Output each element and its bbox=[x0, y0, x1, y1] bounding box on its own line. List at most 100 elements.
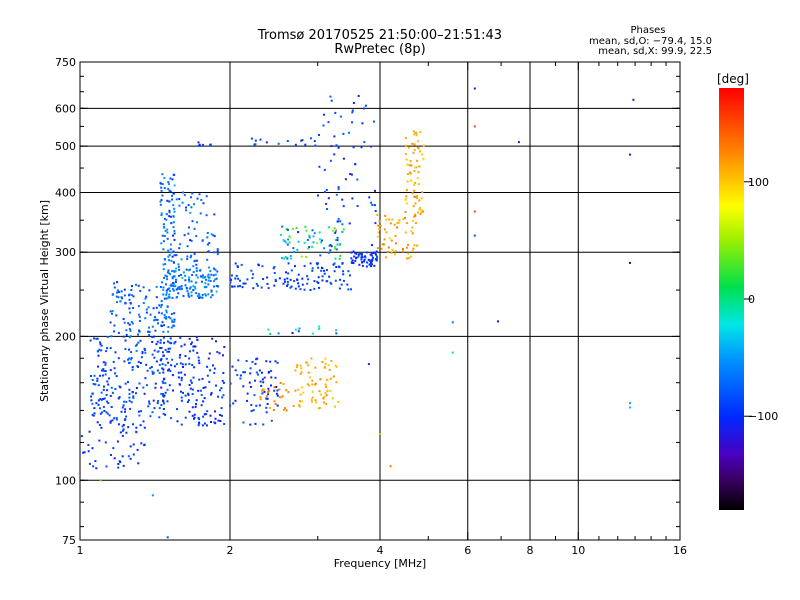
data-point bbox=[178, 204, 181, 207]
data-point bbox=[196, 351, 199, 354]
data-point bbox=[389, 465, 392, 468]
data-point bbox=[145, 363, 148, 366]
data-point bbox=[169, 337, 172, 340]
data-point bbox=[231, 365, 234, 368]
data-point bbox=[315, 262, 318, 265]
data-point bbox=[168, 215, 171, 218]
data-point bbox=[220, 387, 223, 390]
data-point bbox=[191, 220, 194, 223]
data-point bbox=[163, 324, 165, 327]
data-point bbox=[357, 255, 360, 258]
data-point bbox=[168, 200, 171, 203]
data-point bbox=[405, 158, 408, 161]
data-point bbox=[421, 153, 424, 156]
data-point bbox=[629, 406, 631, 409]
data-point bbox=[210, 392, 213, 395]
data-point bbox=[110, 406, 113, 408]
data-point bbox=[370, 254, 373, 257]
colorbar-label: [deg] bbox=[717, 72, 749, 86]
data-point bbox=[291, 332, 294, 334]
data-point bbox=[297, 330, 300, 333]
data-point bbox=[204, 386, 207, 389]
data-point bbox=[256, 284, 259, 287]
data-point bbox=[313, 280, 316, 283]
data-point bbox=[144, 317, 147, 320]
data-point bbox=[207, 283, 210, 286]
data-point bbox=[219, 414, 222, 416]
data-point bbox=[335, 239, 337, 242]
data-point bbox=[176, 420, 179, 423]
data-point bbox=[305, 255, 308, 258]
data-point bbox=[171, 320, 174, 323]
data-point bbox=[276, 361, 279, 364]
data-point bbox=[180, 371, 183, 374]
data-point bbox=[164, 391, 167, 394]
data-point bbox=[213, 235, 216, 238]
data-point bbox=[336, 220, 339, 223]
data-point bbox=[413, 244, 416, 247]
data-point bbox=[389, 222, 392, 225]
data-point bbox=[336, 239, 339, 242]
data-point bbox=[342, 270, 345, 273]
data-point bbox=[104, 373, 107, 376]
data-point bbox=[412, 143, 415, 146]
data-point bbox=[363, 141, 366, 144]
data-point bbox=[413, 149, 416, 151]
data-point bbox=[109, 310, 112, 313]
data-point bbox=[172, 281, 175, 284]
data-point bbox=[191, 414, 194, 417]
data-point bbox=[142, 286, 145, 289]
data-point bbox=[298, 404, 301, 407]
data-point bbox=[168, 368, 171, 371]
data-point bbox=[310, 400, 313, 403]
data-point bbox=[191, 192, 194, 195]
data-point bbox=[124, 418, 127, 421]
data-point bbox=[124, 348, 127, 351]
data-points bbox=[80, 87, 635, 539]
data-point bbox=[265, 411, 268, 414]
data-point bbox=[168, 211, 171, 214]
data-point bbox=[137, 410, 140, 413]
data-point bbox=[299, 393, 302, 396]
data-point bbox=[352, 146, 355, 149]
data-point bbox=[250, 137, 253, 140]
data-point bbox=[169, 347, 172, 350]
data-point bbox=[416, 177, 419, 180]
data-point bbox=[91, 392, 94, 395]
data-point bbox=[188, 268, 191, 271]
data-point bbox=[196, 197, 199, 200]
y-tick-label: 750 bbox=[55, 56, 76, 69]
data-point bbox=[180, 287, 183, 290]
data-point bbox=[143, 426, 146, 429]
data-point bbox=[129, 335, 132, 338]
data-point bbox=[317, 276, 320, 279]
data-point bbox=[246, 399, 248, 402]
data-point bbox=[192, 289, 195, 291]
data-point bbox=[197, 424, 200, 427]
data-point bbox=[282, 282, 285, 285]
data-point bbox=[328, 226, 331, 229]
data-point bbox=[146, 384, 148, 387]
x-tick-label: 16 bbox=[673, 544, 687, 557]
data-point bbox=[282, 408, 285, 411]
data-point bbox=[273, 386, 276, 389]
data-point bbox=[262, 381, 265, 384]
data-point bbox=[274, 278, 277, 281]
data-point bbox=[194, 405, 197, 408]
data-point bbox=[163, 217, 166, 220]
data-point bbox=[206, 374, 209, 377]
data-point bbox=[414, 166, 417, 169]
data-point bbox=[171, 194, 173, 197]
data-point bbox=[279, 382, 282, 384]
data-point bbox=[162, 226, 165, 229]
data-point bbox=[203, 397, 206, 400]
data-point bbox=[188, 295, 191, 298]
data-point bbox=[110, 386, 113, 389]
data-point bbox=[205, 278, 207, 281]
data-point bbox=[416, 159, 419, 162]
data-point bbox=[120, 296, 123, 299]
data-point bbox=[188, 357, 191, 360]
data-point bbox=[99, 398, 102, 400]
data-point bbox=[251, 361, 254, 363]
data-point bbox=[166, 278, 169, 281]
